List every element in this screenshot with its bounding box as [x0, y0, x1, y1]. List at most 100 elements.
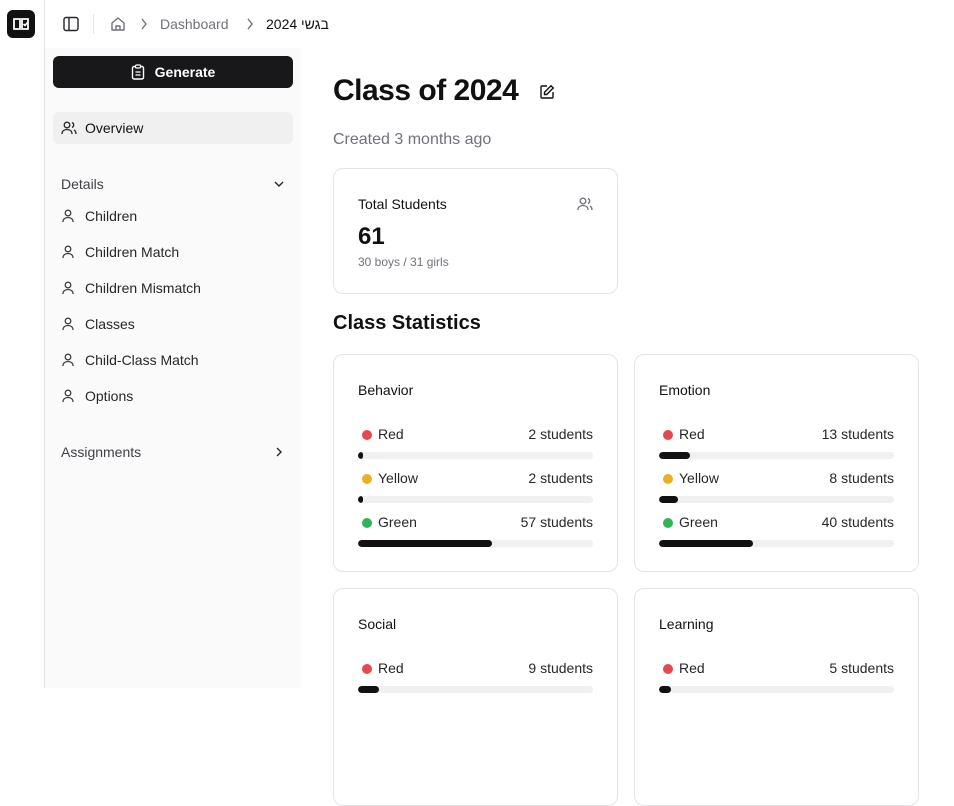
nav-label: Overview: [85, 120, 144, 136]
chevron-right: [276, 447, 282, 457]
generate-button[interactable]: Generate: [53, 56, 293, 88]
status-dot: [663, 664, 673, 674]
generate-label: Generate: [154, 64, 216, 80]
progress-track: [358, 452, 593, 459]
divider: [93, 14, 94, 34]
nav-icon: [62, 317, 74, 331]
nav-label: Classes: [85, 316, 135, 332]
nav-icon: [62, 281, 74, 295]
users-icon: [577, 197, 593, 211]
progress-track: [659, 452, 894, 459]
page-subtitle: Created 3 months ago: [333, 131, 492, 148]
section-heading: Class Statistics: [333, 312, 481, 334]
sidebar: [45, 48, 301, 688]
stat-card: Emotion Red 13 students Yellow 8 students Gre…: [634, 354, 919, 572]
stat-name-wrap: Red: [358, 426, 404, 442]
stat-count: 9 students: [528, 660, 593, 676]
progress-track: [358, 540, 593, 547]
progress-bar: [659, 452, 690, 459]
nav-item[interactable]: Options: [53, 380, 293, 412]
details-header[interactable]: Details: [61, 176, 285, 192]
progress-track: [659, 686, 894, 693]
stat-count: 57 students: [520, 514, 593, 530]
progress-bar: [358, 540, 492, 547]
nav-item[interactable]: Classes: [53, 308, 293, 340]
stat-name-wrap: Green: [659, 514, 718, 530]
progress-bar: [659, 540, 753, 547]
clipboard-icon: [131, 64, 144, 80]
home-icon[interactable]: [110, 16, 126, 32]
section-title: Details: [61, 176, 104, 192]
nav-item[interactable]: Child-Class Match: [53, 344, 293, 376]
nav-item[interactable]: Children Mismatch: [53, 272, 293, 304]
card-title: Behavior: [358, 382, 414, 398]
stat-row: Red 13 students: [659, 426, 894, 442]
card-title: Emotion: [659, 382, 711, 398]
nav-icon: [62, 389, 74, 403]
chevron-down: [274, 181, 284, 187]
total-value: 61: [358, 223, 385, 250]
progress-bar: [358, 686, 380, 693]
nav-overview[interactable]: Overview: [53, 112, 293, 144]
progress-track: [358, 686, 593, 693]
stat-name: Red: [378, 660, 404, 676]
stat-name: Red: [679, 426, 705, 442]
breadcrumb-current: 2024 ישגב: [266, 16, 329, 32]
stat-name: Red: [679, 660, 705, 676]
chevron: [141, 18, 147, 30]
progress-track: [659, 540, 894, 547]
nav-label: Options: [85, 388, 134, 404]
stat-card: Behavior Red 2 students Yellow 2 students Gre…: [333, 354, 618, 572]
nav-label: Child-Class Match: [85, 352, 199, 368]
chevron: [247, 18, 253, 30]
stat-row: Yellow 8 students: [659, 470, 894, 486]
card-title: Total Students: [358, 196, 447, 212]
app-rail: [0, 0, 45, 688]
edit-icon[interactable]: [539, 84, 555, 100]
status-dot: [663, 474, 673, 484]
stat-row: Red 9 students: [358, 660, 593, 676]
stat-name-wrap: Yellow: [659, 470, 719, 486]
logo[interactable]: [7, 10, 35, 38]
stat-count: 8 students: [829, 470, 894, 486]
breadcrumb-link[interactable]: Dashboard: [160, 16, 229, 32]
sidebar-toggle[interactable]: [63, 16, 79, 32]
status-dot: [663, 430, 673, 440]
stat-row: Yellow 2 students: [358, 470, 593, 486]
nav-item[interactable]: Children Match: [53, 236, 293, 268]
stat-card: Learning Red 5 students: [634, 588, 919, 806]
stat-name: Green: [679, 514, 718, 530]
assignments-header[interactable]: Assignments: [61, 444, 285, 460]
nav-label: Children: [85, 208, 138, 224]
stat-row: Red 5 students: [659, 660, 894, 676]
nav-icon: [62, 209, 74, 223]
page-title: Class of 2024: [333, 74, 519, 107]
nav-icon: [61, 121, 77, 135]
stat-name-wrap: Yellow: [358, 470, 418, 486]
status-dot: [362, 430, 372, 440]
progress-track: [358, 496, 593, 503]
stat-count: 40 students: [821, 514, 894, 530]
stat-name: Yellow: [679, 470, 719, 486]
nav-item[interactable]: Children: [53, 200, 293, 232]
total-card: Total Students 61 30 boys / 31 girls: [333, 168, 618, 294]
status-dot: [362, 664, 372, 674]
status-dot: [362, 518, 372, 528]
progress-bar: [659, 686, 671, 693]
stat-count: 2 students: [528, 426, 593, 442]
nav-icon: [62, 353, 74, 367]
stat-name-wrap: Red: [659, 660, 705, 676]
topbar: Dashboard 2024 ישגב: [45, 0, 954, 48]
stat-row: Green 57 students: [358, 514, 593, 530]
section-title: Assignments: [61, 444, 142, 460]
progress-bar: [659, 496, 678, 503]
progress-track: [659, 496, 894, 503]
stat-name: Red: [378, 426, 404, 442]
stat-name: Yellow: [378, 470, 418, 486]
card-title: Social: [358, 616, 397, 632]
stat-count: 2 students: [528, 470, 593, 486]
stat-name-wrap: Green: [358, 514, 417, 530]
nav-icon: [62, 245, 74, 259]
